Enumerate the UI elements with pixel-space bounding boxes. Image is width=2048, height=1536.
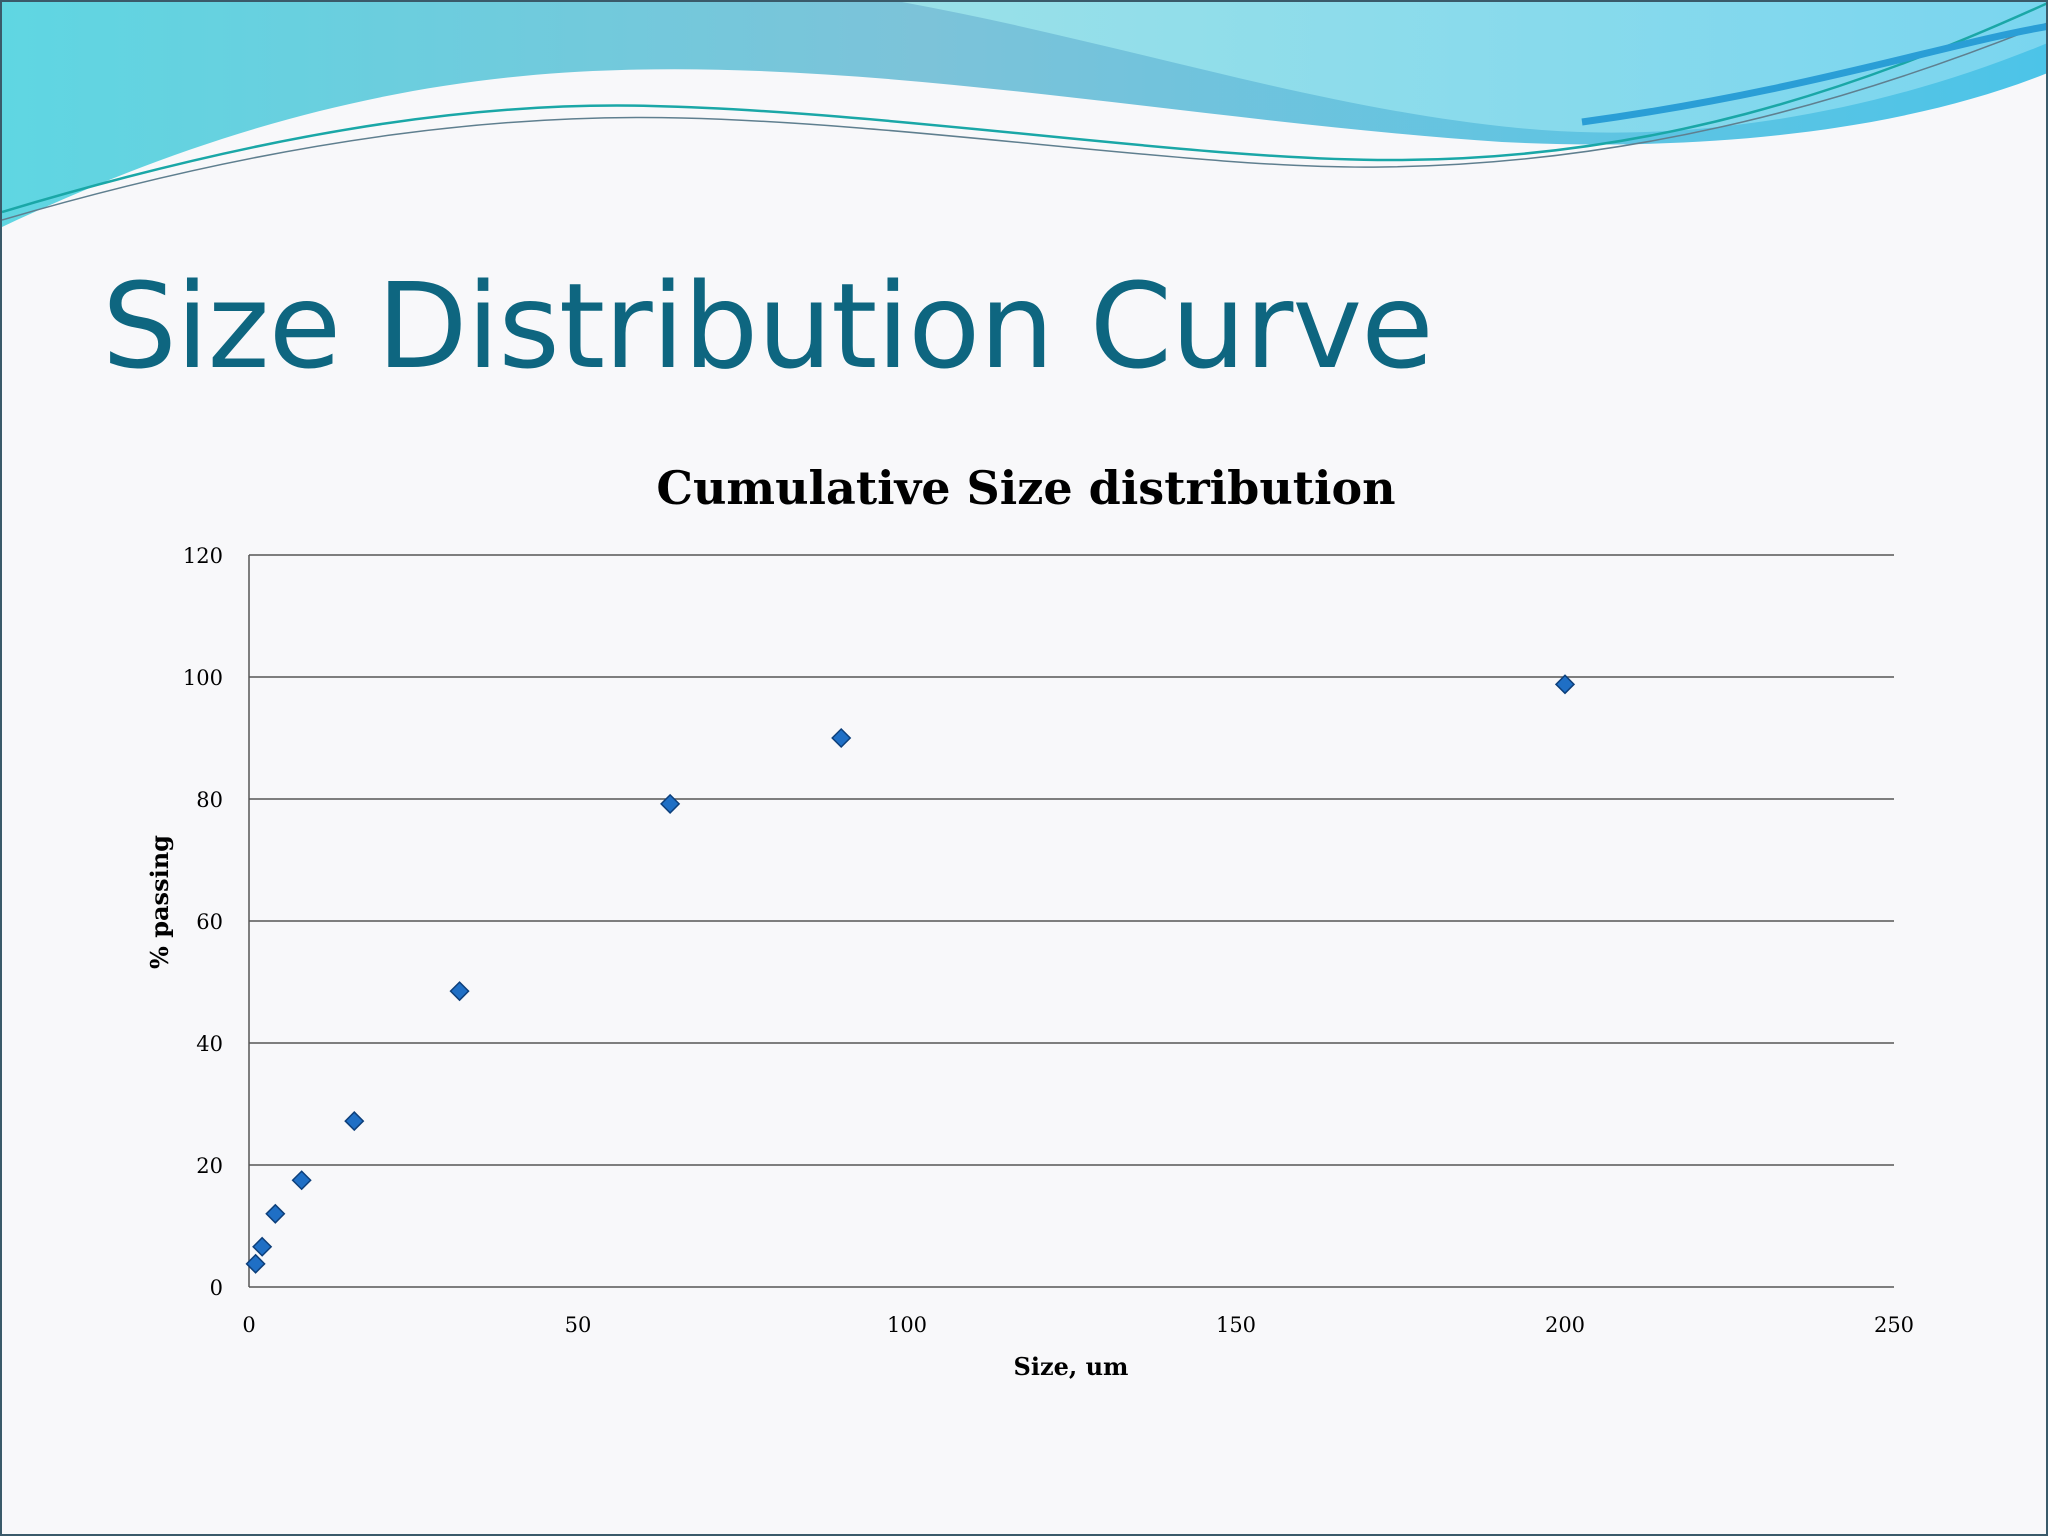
data-point (1554, 674, 1576, 695)
y-axis-label: % passing (145, 835, 174, 969)
x-tick-label: 0 (242, 1313, 255, 1337)
y-tick-label: 0 (210, 1276, 223, 1300)
x-tick-label: 200 (1545, 1313, 1585, 1337)
y-tick-label: 40 (196, 1032, 223, 1056)
y-tick-label: 60 (196, 910, 223, 934)
header-wave-decoration (2, 2, 2046, 227)
y-tick-labels: 0 20 40 60 80 100 120 (183, 544, 223, 1300)
x-tick-label: 50 (565, 1313, 592, 1337)
y-tick-label: 80 (196, 788, 223, 812)
x-tick-label: 250 (1874, 1313, 1914, 1337)
y-gridlines (248, 554, 1894, 1288)
data-point (245, 1253, 266, 1274)
data-point (252, 1236, 273, 1257)
data-point (660, 793, 681, 814)
x-tick-labels: 0 50 100 150 200 250 (242, 1313, 1914, 1337)
data-point (291, 1170, 312, 1191)
y-tick-label: 120 (183, 544, 223, 568)
data-point (265, 1203, 286, 1224)
data-points (245, 674, 1576, 1274)
x-tick-label: 150 (1216, 1313, 1256, 1337)
x-tick-label: 100 (887, 1313, 927, 1337)
x-axis-label: Size, um (1014, 1352, 1129, 1381)
y-tick-label: 100 (183, 666, 223, 690)
data-point (831, 727, 852, 749)
chart-title: Cumulative Size distribution (656, 461, 1395, 515)
y-tick-label: 20 (196, 1154, 223, 1178)
data-point (344, 1111, 365, 1132)
data-point (449, 981, 470, 1002)
slide-title: Size Distribution Curve (102, 257, 1434, 395)
